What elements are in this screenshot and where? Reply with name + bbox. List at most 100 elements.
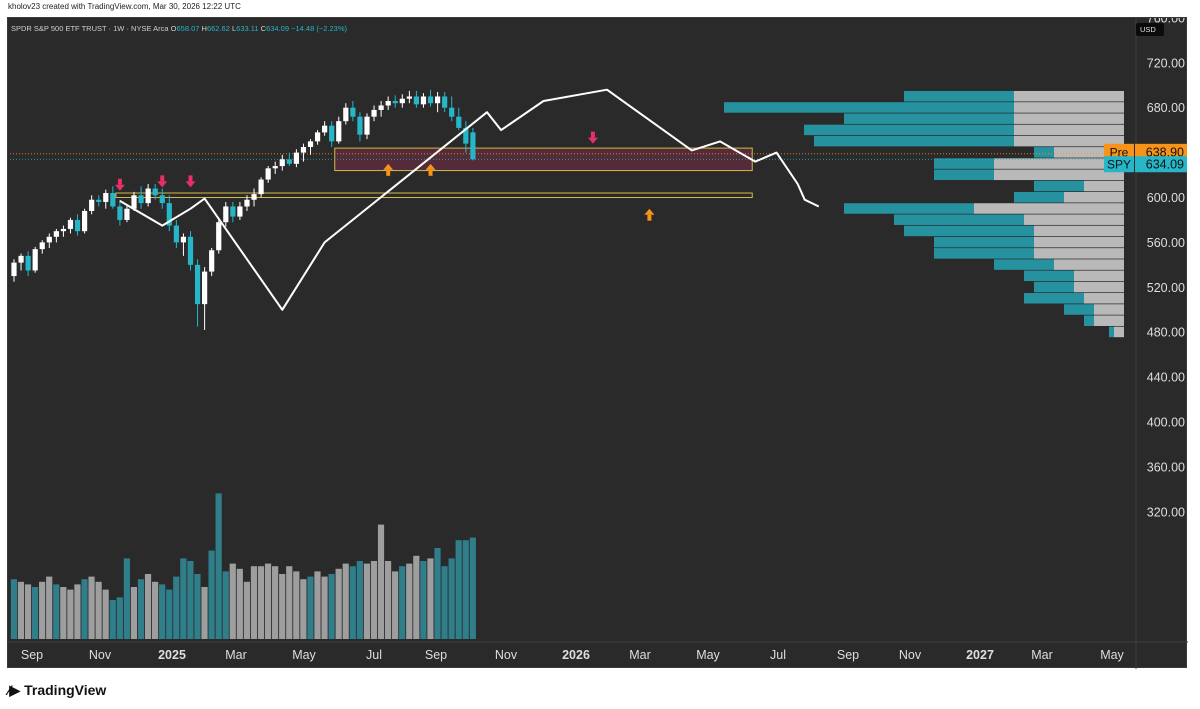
volume-profile-up: [1054, 259, 1124, 270]
price-chart[interactable]: 800.00760.00720.00680.00640.00600.00560.…: [8, 18, 1188, 669]
buy-arrow-icon: [425, 163, 436, 170]
volume-bar: [321, 576, 328, 639]
volume-profile-up: [1054, 147, 1124, 158]
buy-arrow-icon: [383, 163, 394, 170]
x-tick-label: Sep: [425, 648, 447, 662]
volume-bar: [116, 597, 123, 639]
volume-bar: [67, 589, 74, 639]
volume-profile-up: [1084, 293, 1124, 304]
candle-body: [131, 195, 137, 209]
candle-body: [350, 107, 356, 117]
volume-profile-down: [934, 169, 994, 181]
volume-bar: [441, 566, 448, 639]
candle-body: [173, 225, 179, 243]
candle-body: [314, 132, 321, 142]
volume-bar: [24, 584, 32, 639]
close-value: 634.09: [266, 24, 290, 33]
volume-bar: [236, 568, 243, 639]
x-tick-label: May: [292, 648, 316, 662]
open-label: O: [170, 24, 177, 33]
sell-arrow-icon: [157, 181, 168, 188]
candle-body: [357, 116, 363, 135]
candle-body: [237, 206, 243, 217]
volume-profile-down: [814, 135, 1014, 147]
candle-body: [187, 236, 194, 265]
symbol-name: SPDR S&P 500 ETF TRUST · 1W · NYSE Arca: [11, 24, 169, 33]
volume-bar: [272, 566, 279, 639]
candle-body: [265, 168, 271, 180]
volume-profile-up: [994, 169, 1124, 181]
brand-name: TradingView: [24, 682, 107, 698]
volume-bar: [314, 571, 321, 639]
x-tick-label: May: [1100, 648, 1124, 662]
tradingview-brand[interactable]: ⁄▶ TradingView: [8, 681, 106, 699]
sell-arrow-icon: [590, 131, 595, 138]
candle-body: [427, 96, 434, 104]
candle-body: [449, 107, 455, 117]
candle-body: [470, 132, 476, 160]
volume-bar: [39, 581, 46, 639]
volume-bar: [109, 600, 116, 639]
candle-body: [110, 193, 116, 207]
volume-bar: [257, 566, 265, 639]
volume-profile-down: [804, 124, 1014, 136]
volume-bar: [243, 581, 250, 639]
credit-text: kholov23 created with TradingView.com, M…: [8, 2, 241, 11]
candle-body: [74, 219, 81, 232]
sell-arrow-icon: [160, 175, 165, 182]
volume-bar: [222, 571, 229, 639]
x-tick-label: Nov: [899, 648, 922, 662]
candle-body: [180, 236, 187, 243]
candle-body: [378, 105, 384, 110]
volume-profile-up: [1014, 124, 1124, 136]
x-tick-label: 2026: [562, 648, 590, 662]
volume-bar: [31, 587, 39, 639]
volume-profile-down: [1084, 315, 1094, 326]
volume-profile-up: [994, 158, 1124, 169]
volume-profile-down: [904, 225, 1034, 237]
volume-bar: [180, 558, 187, 639]
currency-badge[interactable]: USD: [1136, 23, 1164, 36]
price-zone: [115, 192, 753, 198]
volume-profile-up: [1014, 90, 1124, 102]
volume-bar: [17, 581, 25, 639]
volume-profile-down: [1034, 180, 1084, 192]
candle-body: [244, 199, 250, 207]
candle-body: [293, 152, 299, 164]
spy-price-value-bg: [1135, 156, 1187, 173]
projection-line: [119, 88, 820, 311]
volume-profile-up: [1014, 102, 1124, 113]
candle-body: [60, 228, 67, 232]
sell-arrow-icon: [185, 181, 196, 188]
volume-bar: [286, 566, 293, 639]
volume-bar: [215, 493, 222, 639]
x-tick-label: Jul: [770, 648, 786, 662]
chart-frame[interactable]: 800.00760.00720.00680.00640.00600.00560.…: [7, 17, 1188, 669]
candle-body: [230, 206, 236, 217]
buy-arrow-icon: [386, 169, 391, 176]
volume-profile-up: [1064, 192, 1124, 203]
volume-bar: [279, 574, 286, 639]
candle-body: [124, 208, 130, 220]
y-tick-label: 720.00: [1147, 56, 1185, 70]
volume-bar: [328, 574, 335, 639]
volume-profile-down: [1034, 147, 1054, 158]
candle-body: [392, 100, 398, 104]
volume-bar: [88, 576, 95, 639]
candle-body: [329, 125, 335, 142]
candle-body: [399, 98, 405, 104]
volume-bar: [46, 576, 53, 639]
candle-body: [343, 107, 349, 122]
volume-profile-down: [1109, 326, 1114, 338]
volume-bar: [307, 576, 314, 639]
volume-profile-up: [1094, 304, 1124, 315]
y-tick-label: 600.00: [1147, 191, 1185, 205]
x-tick-label: Nov: [89, 648, 112, 662]
volume-bar: [102, 589, 109, 639]
volume-profile-down: [1014, 192, 1064, 203]
pre-price-tag: Pre: [1110, 145, 1129, 159]
candle-body: [145, 188, 151, 204]
volume-profile-up: [1034, 236, 1124, 248]
candle-body: [152, 188, 158, 196]
candle-body: [39, 242, 45, 250]
